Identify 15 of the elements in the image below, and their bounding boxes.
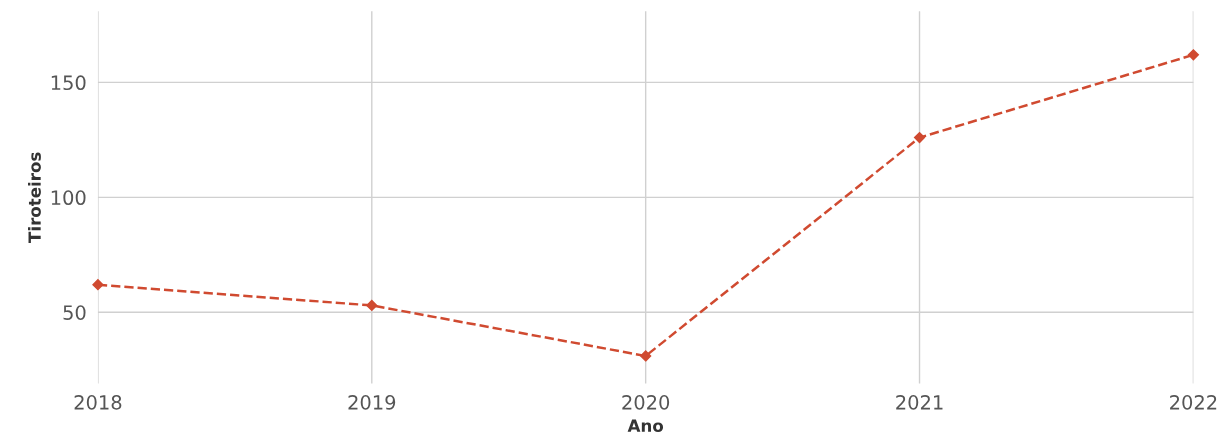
x-tick-label: 2022: [1170, 395, 1217, 410]
y-tick-label: 100: [51, 190, 86, 206]
y-axis-title: Tiroteiros: [28, 152, 41, 243]
point: [913, 131, 926, 144]
point: [640, 350, 652, 362]
x-tick-label: 2021: [896, 395, 943, 410]
x-tick-label: 2020: [622, 395, 670, 410]
point: [1187, 49, 1200, 61]
y-tick-label: 150: [51, 75, 86, 91]
point: [92, 279, 104, 291]
y-tick-label: 50: [63, 305, 86, 320]
x-axis-title: Ano: [627, 419, 664, 432]
x-tick-label: 2018: [74, 395, 122, 410]
x-tick-label: 2019: [348, 395, 396, 410]
point: [366, 299, 378, 312]
